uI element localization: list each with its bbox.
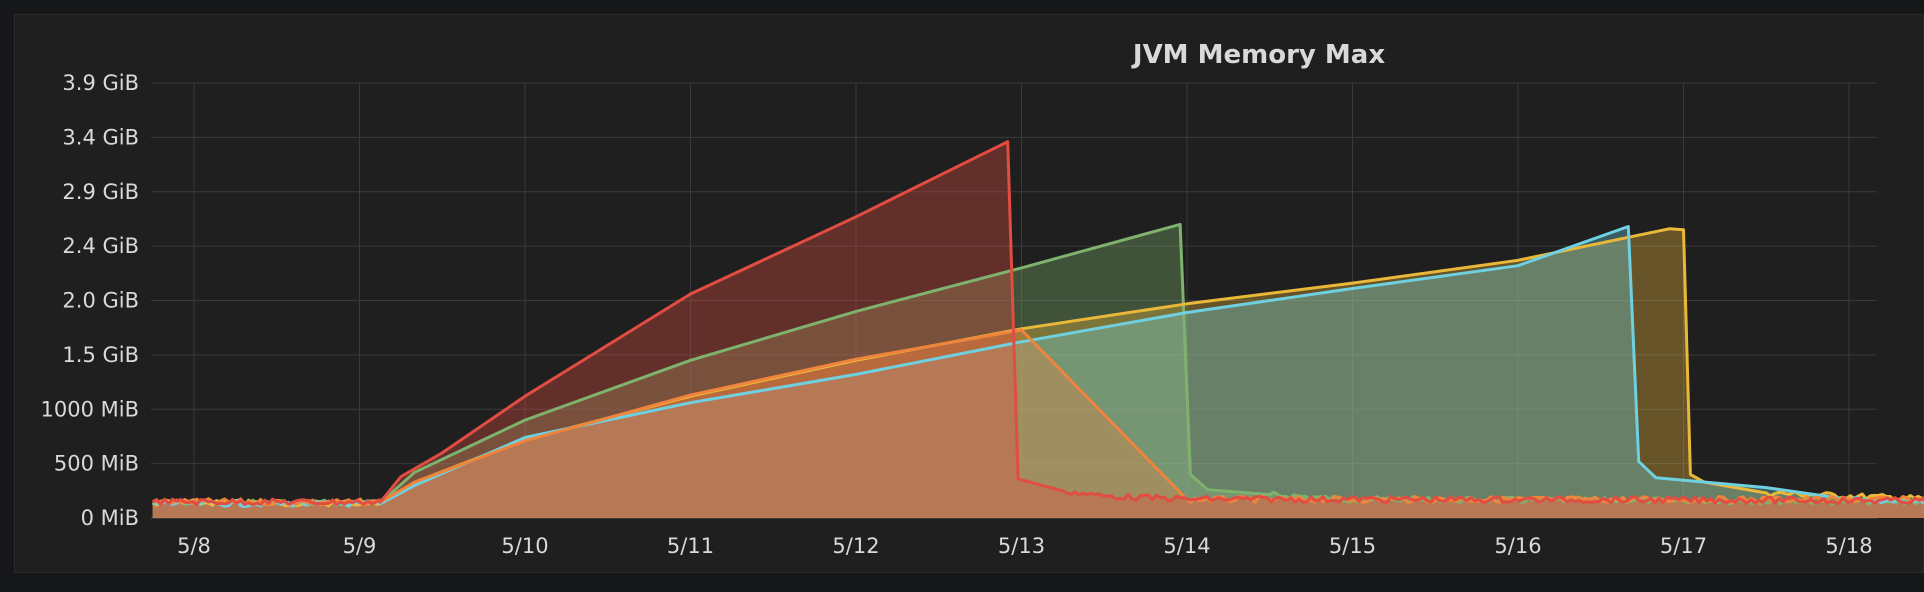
x-axis: 5/8 5/9 5/10 5/11 5/12 5/13 5/14 5/15 5/16 5/17 5/… xyxy=(177,534,1872,558)
series-lines xyxy=(151,140,1924,508)
y-tick-label: 1.5 GiB xyxy=(62,343,139,367)
y-tick-label: 3.4 GiB xyxy=(62,125,139,149)
y-tick-label: 500 MiB xyxy=(54,452,139,476)
y-tick-label: 2.0 GiB xyxy=(62,289,139,313)
x-tick-label: 5/14 xyxy=(1163,534,1210,558)
x-tick-label: 5/17 xyxy=(1660,534,1707,558)
series-area-1 xyxy=(152,228,1924,518)
y-axis: 0 MiB 500 MiB 1000 MiB 1.5 GiB 2.0 GiB 2.4 Gi… xyxy=(41,71,139,530)
x-tick-label: 5/18 xyxy=(1825,534,1872,558)
x-tick-label: 5/15 xyxy=(1329,534,1376,558)
chart-title: JVM Memory Max xyxy=(1132,40,1386,70)
y-tick-label: 2.9 GiB xyxy=(62,180,139,204)
y-tick-label: 1000 MiB xyxy=(41,397,139,421)
x-tick-label: 5/9 xyxy=(343,534,377,558)
y-tick-label: 3.9 GiB xyxy=(62,71,139,95)
x-tick-label: 5/8 xyxy=(177,534,211,558)
x-tick-label: 5/10 xyxy=(501,534,548,558)
x-tick-label: 5/11 xyxy=(667,534,714,558)
series-areas xyxy=(152,141,1924,518)
grid xyxy=(151,82,1877,519)
series-line-4 xyxy=(151,140,1924,507)
chart-panel: JVM Memory Max xyxy=(14,14,1924,573)
x-tick-label: 5/16 xyxy=(1494,534,1541,558)
x-tick-label: 5/12 xyxy=(832,534,879,558)
x-tick-label: 5/13 xyxy=(998,534,1045,558)
series-area-2 xyxy=(152,226,1924,518)
y-tick-label: 2.4 GiB xyxy=(62,234,139,258)
series-area-3 xyxy=(152,329,1924,518)
y-tick-label: 0 MiB xyxy=(81,506,139,530)
series-area-0 xyxy=(152,224,1924,518)
